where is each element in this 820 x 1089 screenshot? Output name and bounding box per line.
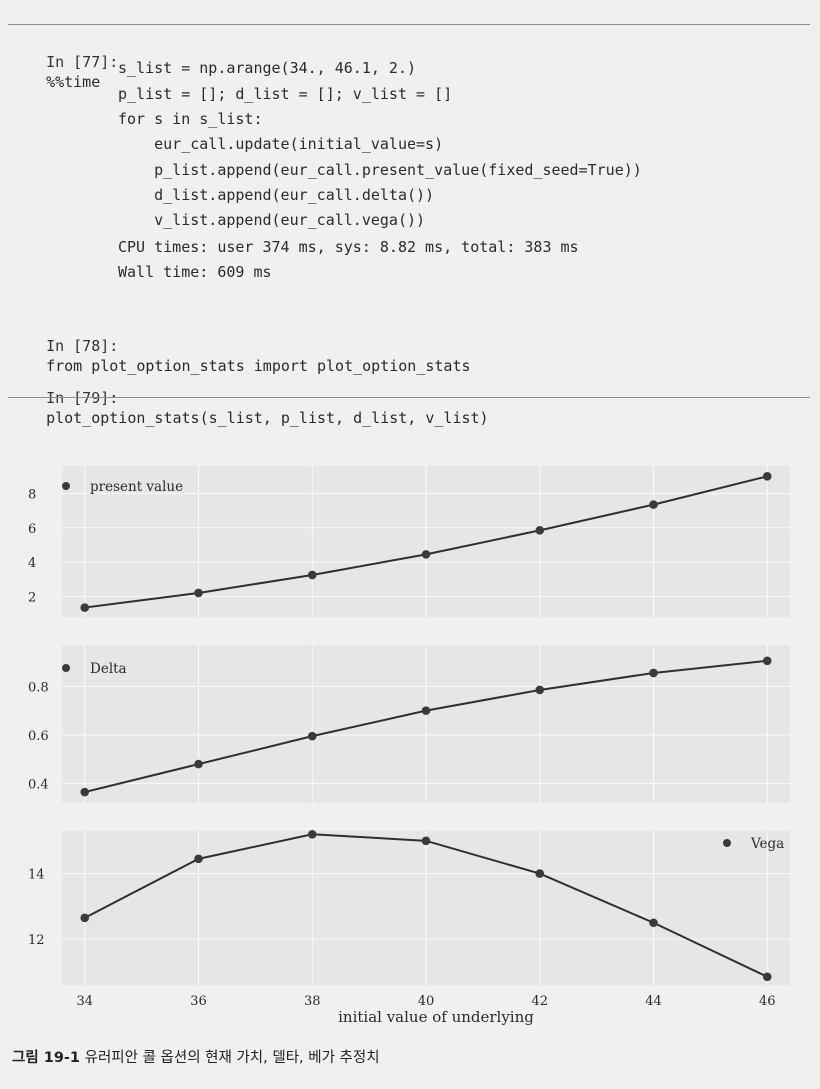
y-tick-label: 4 (28, 556, 36, 571)
data-point (649, 500, 658, 509)
x-tick-label: 38 (304, 994, 321, 1009)
data-point (421, 706, 431, 715)
data-point (194, 854, 203, 864)
code-line: v_list.append(eur_call.vega()) (118, 211, 426, 229)
x-tick-label: 34 (76, 994, 93, 1009)
code-cell-78: In [78]: from plot_option_stats import p… (28, 316, 471, 376)
data-point (194, 759, 203, 769)
code-line: eur_call.update(initial_value=s) (118, 135, 444, 153)
legend-label: Vega (750, 836, 784, 852)
code-cell-79: In [79]: plot_option_stats(s_list, p_lis… (28, 368, 489, 428)
cell-output-line: Wall time: 609 ms (118, 263, 272, 281)
y-tick-label: 14 (28, 868, 45, 883)
x-tick-label: 46 (759, 994, 776, 1009)
x-tick-label: 40 (418, 994, 435, 1009)
caption-label: 그림 19-1 (12, 1050, 81, 1066)
code-line: p_list.append(eur_call.present_value(fix… (118, 161, 642, 179)
cell-prompt: In [79]: (46, 389, 119, 407)
data-point (421, 550, 431, 559)
x-tick-label: 36 (190, 994, 207, 1009)
cell-prompt: In [77]: (46, 53, 119, 71)
data-point (535, 869, 545, 878)
code-cell-77: In [77]: %%time (28, 32, 118, 92)
data-point (307, 570, 317, 580)
data-point (307, 829, 317, 839)
y-tick-label: 0.8 (28, 680, 49, 695)
data-point (762, 471, 772, 481)
data-point (421, 836, 431, 846)
y-tick-label: 6 (28, 522, 36, 537)
legend-marker (62, 482, 70, 490)
figure-caption: 그림 19-1 유러피안 콜 옵션의 현재 가치, 델타, 베가 추정치 (12, 1046, 380, 1067)
data-point (194, 588, 203, 598)
code-line: plot_option_stats(s_list, p_list, d_list… (46, 409, 489, 427)
data-point (762, 656, 772, 666)
y-tick-label: 12 (28, 933, 45, 948)
y-tick-label: 0.4 (28, 778, 49, 793)
chart-panel-2: 0.4 0.6 0.8 Delta (28, 645, 790, 803)
chart-panel-1: 2 4 6 8 present value (28, 466, 790, 617)
cell-output-line: CPU times: user 374 ms, sys: 8.82 ms, to… (118, 238, 579, 256)
y-tick-label: 2 (28, 590, 36, 605)
x-tick-label: 42 (531, 994, 548, 1009)
legend-marker (723, 839, 731, 847)
cell-divider (8, 397, 810, 398)
code-line: s_list = np.arange(34., 46.1, 2.) (118, 59, 417, 77)
x-tick-label: 44 (645, 994, 662, 1009)
top-rule (8, 24, 810, 25)
legend: Delta (62, 661, 127, 677)
legend-marker (62, 664, 70, 672)
data-point (762, 972, 772, 982)
data-point (535, 526, 545, 535)
data-point (80, 787, 90, 797)
data-point (535, 685, 545, 695)
x-axis-label: initial value of underlying (338, 1008, 534, 1026)
code-line: %%time (46, 73, 101, 91)
code-line: p_list = []; d_list = []; v_list = [] (118, 85, 453, 103)
data-point (80, 603, 90, 612)
data-point (649, 918, 658, 928)
code-line: from plot_option_stats import plot_optio… (46, 357, 471, 375)
legend-label: Delta (90, 661, 127, 677)
y-tick-label: 0.6 (28, 729, 49, 744)
y-tick-label: 8 (28, 487, 36, 502)
code-line: d_list.append(eur_call.delta()) (118, 186, 435, 204)
cell-prompt: In [78]: (46, 337, 119, 355)
chart-panel-3: 12 14 Vega 34 36 38 40 42 44 46 initial value of u… (28, 829, 790, 1026)
data-point (649, 668, 658, 678)
legend: Vega (723, 836, 784, 852)
legend-label: present value (90, 479, 183, 495)
legend: present value (62, 479, 183, 495)
code-line: for s in s_list: (118, 110, 263, 128)
data-point (80, 913, 90, 923)
data-point (307, 731, 317, 741)
caption-text: 유러피안 콜 옵션의 현재 가치, 델타, 베가 추정치 (84, 1050, 380, 1066)
